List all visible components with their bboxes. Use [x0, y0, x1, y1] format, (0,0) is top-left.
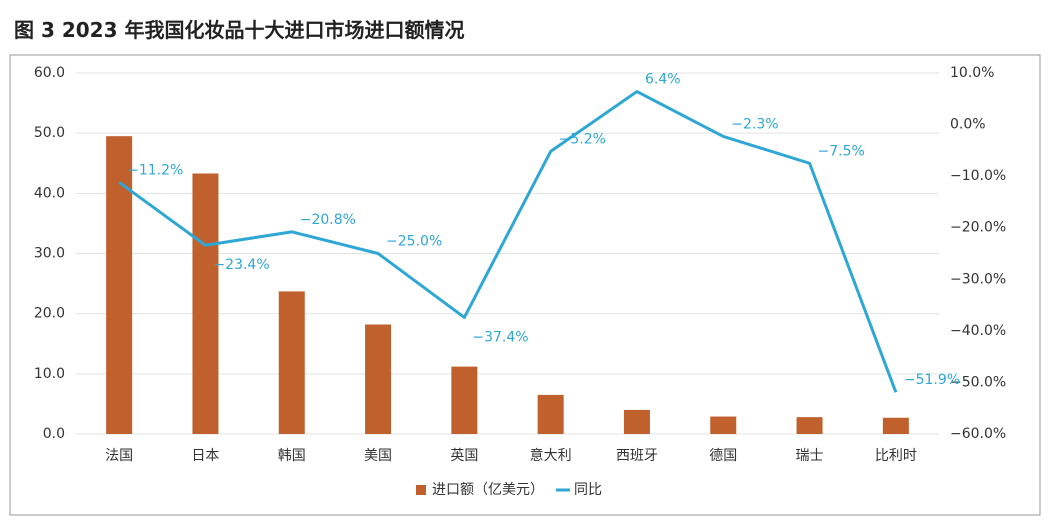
y-tick-label: 60.0	[34, 65, 65, 81]
y-tick-label: 50.0	[34, 125, 65, 141]
x-tick-label: 美国	[364, 448, 392, 464]
x-tick-label: 意大利	[530, 447, 572, 464]
y2-tick-label: 10.0%	[950, 65, 994, 81]
y2-tick-label: −30.0%	[950, 271, 1006, 287]
data-label: −23.4%	[213, 257, 269, 273]
bar	[365, 324, 392, 434]
bar	[451, 366, 478, 434]
bar	[623, 409, 650, 434]
data-label: −37.4%	[472, 329, 528, 345]
y2-tick-label: −10.0%	[950, 168, 1006, 184]
y-tick-label: 10.0	[34, 366, 65, 382]
data-label: −2.3%	[731, 116, 778, 132]
y2-tick-label: −40.0%	[950, 323, 1006, 339]
x-tick-label: 德国	[709, 448, 737, 464]
y-tick-label: 30.0	[34, 246, 65, 262]
bar	[710, 416, 737, 434]
data-label: −25.0%	[386, 234, 442, 250]
bar	[278, 291, 305, 434]
data-label: −7.5%	[818, 143, 865, 159]
bar	[796, 417, 823, 434]
x-tick-label: 韩国	[278, 448, 306, 464]
x-tick-label: 比利时	[875, 448, 917, 464]
x-tick-label: 瑞士	[796, 448, 824, 464]
bar	[882, 417, 909, 434]
y-tick-label: 20.0	[34, 306, 65, 322]
y2-tick-label: −20.0%	[950, 220, 1006, 236]
y2-tick-label: −50.0%	[950, 374, 1006, 390]
data-label: −5.2%	[559, 131, 606, 147]
data-label: −51.9%	[904, 372, 960, 388]
legend-label: 同比	[574, 482, 602, 498]
y-tick-label: 0.0	[43, 426, 65, 442]
data-label: −20.8%	[300, 212, 356, 228]
data-label: −11.2%	[127, 162, 183, 178]
x-tick-label: 日本	[191, 448, 219, 464]
legend-label: 进口额（亿美元）	[432, 482, 544, 498]
y2-tick-label: −60.0%	[950, 426, 1006, 442]
x-tick-label: 英国	[450, 447, 478, 464]
bar	[537, 394, 564, 434]
x-tick-label: 法国	[105, 448, 133, 464]
bar	[106, 136, 133, 435]
data-label: 6.4%	[645, 72, 681, 88]
y2-tick-label: 0.0%	[950, 117, 986, 133]
x-tick-label: 西班牙	[616, 448, 658, 464]
y-tick-label: 40.0	[34, 185, 65, 201]
line	[118, 90, 898, 393]
bar	[192, 173, 219, 434]
chart-frame	[9, 54, 1041, 516]
chart-title: 图 3 2023 年我国化妆品十大进口市场进口额情况	[14, 18, 465, 42]
legend-swatch	[416, 485, 426, 495]
